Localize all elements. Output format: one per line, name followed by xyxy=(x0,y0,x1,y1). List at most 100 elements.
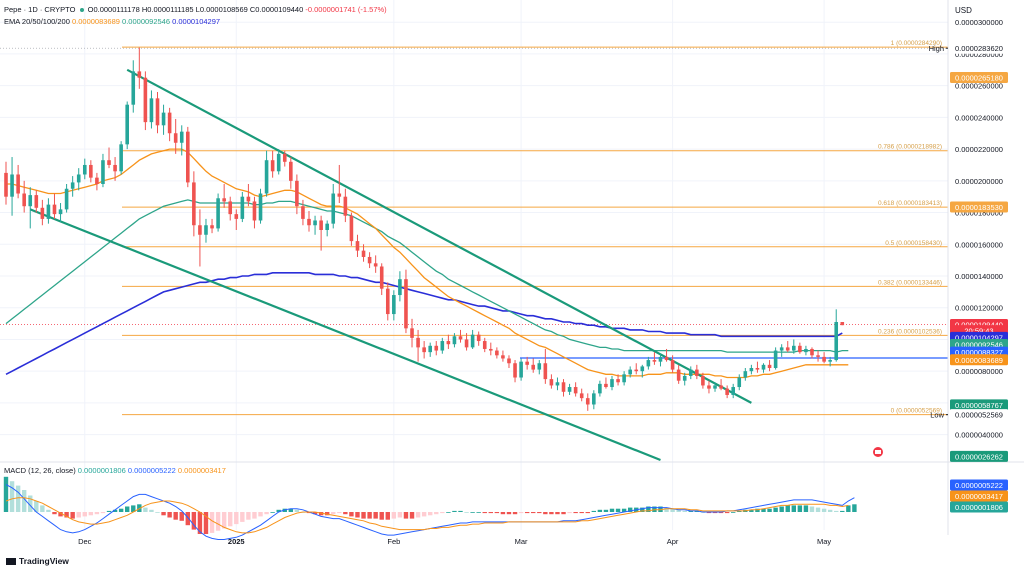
macd-histogram-bar xyxy=(846,505,851,512)
price-tag: High 0.0000283620 xyxy=(929,42,1008,54)
macd-histogram-bar xyxy=(615,508,621,512)
macd-histogram-bar xyxy=(561,512,566,515)
tradingview-watermark[interactable]: TradingView xyxy=(6,556,69,566)
candle-body xyxy=(179,131,184,143)
macd-histogram-bar xyxy=(767,508,772,512)
candle xyxy=(470,329,475,349)
currency-label: USD xyxy=(955,6,972,15)
candle-body xyxy=(131,71,136,105)
candle-body xyxy=(337,193,342,197)
candle xyxy=(173,118,178,154)
candle-body xyxy=(598,383,602,394)
ema-legend[interactable]: EMA 20/50/100/200 0.0000083689 0.0000092… xyxy=(4,17,220,26)
macd-histogram-bar xyxy=(167,512,172,518)
price-tag-text: 20:59:43 xyxy=(964,327,993,336)
candle-body xyxy=(70,182,75,189)
candle-body xyxy=(361,250,366,257)
candle xyxy=(707,380,711,394)
candle xyxy=(228,196,233,221)
candle xyxy=(489,342,493,356)
macd-histogram-bar xyxy=(258,512,263,517)
macd-histogram-bar xyxy=(518,512,524,514)
macd-histogram-bar xyxy=(228,512,233,527)
candle xyxy=(319,215,323,251)
macd-legend[interactable]: MACD (12, 26, close) 0.0000001806 0.0000… xyxy=(4,466,226,475)
candle-body xyxy=(531,364,536,370)
symbol-name[interactable]: Pepe · 1D · CRYPTO xyxy=(4,5,76,14)
low-value: L0.0000108569 xyxy=(195,5,248,14)
macd-histogram-bar xyxy=(185,512,190,526)
macd-histogram-bar xyxy=(797,505,803,512)
candle-body xyxy=(604,383,608,388)
price-tag-box xyxy=(950,201,1008,213)
candle-body xyxy=(343,196,348,216)
price-tag: 0.0000058767 xyxy=(950,399,1008,411)
candle xyxy=(295,174,299,215)
candle-body xyxy=(489,348,493,351)
candle xyxy=(688,366,693,380)
macd-histogram-bar xyxy=(779,506,784,512)
macd-histogram-bar xyxy=(840,510,845,512)
macd-histogram-bar xyxy=(385,512,390,520)
candle-body xyxy=(573,387,578,394)
candle xyxy=(264,150,269,197)
candle-body xyxy=(349,215,354,242)
macd-histogram-bar xyxy=(803,505,809,512)
macd-histogram-bar xyxy=(428,512,433,516)
price-tag-box xyxy=(950,354,1008,366)
open-value: O0.0000111178 xyxy=(87,5,140,14)
candle xyxy=(785,341,790,353)
macd-histogram-bar xyxy=(409,512,415,519)
candle-body xyxy=(373,263,378,267)
macd-histogram-bar xyxy=(761,508,766,512)
candle xyxy=(355,234,360,257)
y-tick-label: 0.0000200000 xyxy=(955,177,1003,186)
macd-histogram-bar xyxy=(531,512,536,514)
candle xyxy=(137,47,142,89)
candle-body xyxy=(616,379,620,383)
candle-body xyxy=(264,160,269,194)
candle xyxy=(313,215,317,235)
candle xyxy=(434,341,439,356)
y-tick-label: 0.0000040000 xyxy=(955,431,1003,440)
fib-level-label: 0.618 (0.0000183413) xyxy=(878,200,942,207)
high-value: H0.0000111185 xyxy=(141,5,194,14)
candle xyxy=(664,348,669,362)
candle-body xyxy=(161,112,166,126)
candle-body xyxy=(792,345,796,351)
macd-histogram-bar xyxy=(676,509,681,512)
candle xyxy=(410,318,414,348)
candle-body xyxy=(307,218,311,226)
macd-histogram-bar xyxy=(791,505,796,512)
candle-body xyxy=(725,388,729,395)
candle-body xyxy=(731,387,735,395)
macd-histogram-bar xyxy=(440,512,445,514)
candle-body xyxy=(646,360,651,367)
candle-body xyxy=(507,358,511,364)
candle xyxy=(701,372,705,389)
macd-line-value: 0.0000005222 xyxy=(127,466,176,475)
candle xyxy=(452,333,457,348)
price-tag-marker xyxy=(946,414,948,416)
y-tick-label: 0.0000260000 xyxy=(955,82,1003,91)
candle-body xyxy=(10,174,14,197)
candle-body xyxy=(761,364,766,370)
macd-histogram-bar xyxy=(809,506,815,512)
macd-histogram-bar xyxy=(246,512,251,520)
candle xyxy=(167,107,172,142)
candle xyxy=(519,358,523,381)
macd-histogram-bar xyxy=(282,508,287,512)
candle xyxy=(161,104,166,135)
macd-histogram-bar xyxy=(82,512,87,517)
candle xyxy=(95,172,99,191)
price-tag-text: 0.0000109440 xyxy=(955,320,1003,329)
macd-histogram-bar xyxy=(785,505,790,512)
macd-histogram-bar xyxy=(349,512,354,517)
price-tag-text: 0.0000283620 xyxy=(955,44,1003,53)
candle xyxy=(719,379,723,391)
macd-histogram-bar xyxy=(221,512,227,529)
macd-hist-value: 0.0000001806 xyxy=(77,466,126,475)
close-value: C0.0000109440 xyxy=(249,5,304,14)
candle-body xyxy=(446,341,451,345)
